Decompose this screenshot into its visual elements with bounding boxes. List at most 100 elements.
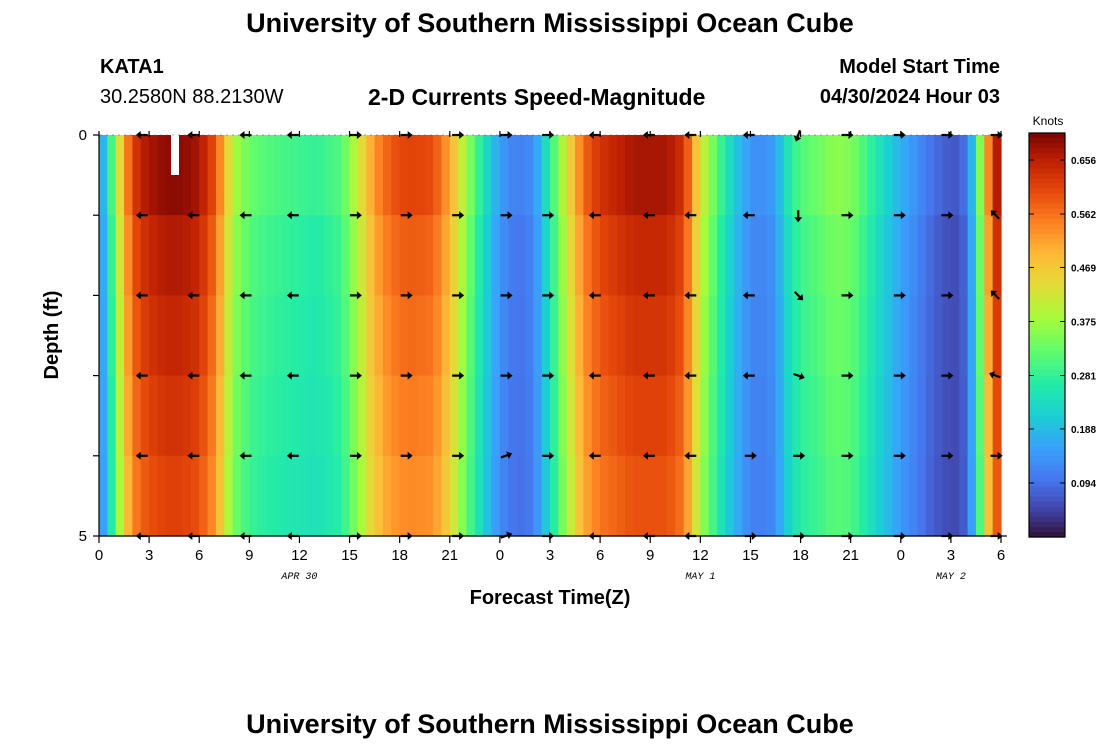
x-tick-label: 21 (842, 547, 859, 564)
heatmap-cell (608, 295, 618, 377)
current-vector-head (900, 211, 906, 220)
current-vector-head (356, 291, 362, 300)
heatmap-cell (884, 375, 894, 457)
heatmap-cell (291, 215, 301, 296)
heatmap-cell (499, 455, 509, 537)
heatmap-cell (833, 375, 843, 457)
colorbar-segment (1029, 223, 1065, 230)
heatmap-cell (107, 135, 117, 216)
heatmap-cell (291, 375, 301, 457)
heatmap-cell (666, 295, 676, 377)
heatmap-cell (817, 375, 827, 457)
heatmap-cell (859, 375, 868, 457)
current-vector (893, 291, 906, 300)
heatmap-cell (750, 375, 760, 457)
heatmap-cell (499, 375, 509, 457)
heatmap-cell (758, 455, 768, 537)
heatmap-cell (758, 375, 768, 457)
heatmap-cell (115, 455, 125, 537)
heatmap-cell (466, 135, 476, 216)
heatmap-cell (583, 135, 593, 216)
heatmap-cell (558, 215, 568, 296)
heatmap-cell (182, 295, 192, 377)
current-vector (742, 211, 755, 220)
heatmap-cell (917, 455, 927, 537)
current-vector-head (286, 131, 292, 139)
current-vector-head (588, 451, 594, 460)
heatmap-cell (925, 375, 935, 457)
current-vector-head (642, 371, 648, 380)
heatmap-cell (458, 215, 468, 296)
heatmap-cell (366, 215, 376, 296)
current-vector-head (684, 131, 690, 139)
heatmap-cell (842, 295, 852, 377)
heatmap-cell (616, 135, 626, 216)
heatmap-cell (182, 135, 192, 216)
model-start-label: Model Start Time (839, 56, 1000, 78)
current-vector (452, 291, 465, 300)
heatmap-cell (332, 375, 342, 457)
heatmap-cell (324, 135, 334, 216)
heatmap-cell (917, 215, 927, 296)
heatmap-cell (625, 215, 635, 296)
heatmap-cell (700, 375, 710, 457)
heatmap-cell (975, 375, 985, 457)
heatmap-cell (174, 135, 184, 216)
heatmap-cell (441, 375, 451, 457)
colorbar-segment (1029, 446, 1065, 452)
heatmap-cell (516, 215, 526, 296)
heatmap-cell (717, 455, 726, 537)
heatmap-cell (174, 295, 184, 377)
heatmap-cell (424, 135, 434, 216)
colorbar-segment (1029, 173, 1065, 180)
heatmap-cell (357, 135, 367, 216)
colorbar-segment (1029, 501, 1065, 508)
heatmap-cell (257, 455, 267, 537)
heatmap-cell (282, 455, 292, 537)
current-vector-head (848, 371, 854, 380)
heatmap-cell (909, 135, 919, 216)
current-vector-head (793, 135, 802, 142)
heatmap-cell (625, 455, 635, 537)
heatmap-cell (850, 215, 860, 296)
current-vector (500, 291, 513, 300)
current-vector-head (948, 451, 954, 460)
heatmap-cell (934, 295, 944, 377)
colorbar-segment (1029, 355, 1065, 361)
heatmap-cell (449, 295, 459, 377)
heatmap-cell (249, 295, 259, 377)
current-vector-head (286, 451, 292, 460)
heatmap-cell (917, 375, 927, 457)
heatmap-cell (449, 215, 459, 296)
current-vector-head (187, 291, 193, 300)
colorbar-frame (1028, 132, 1066, 538)
heatmap-cell (366, 375, 376, 457)
heatmap-cell (257, 215, 267, 296)
heatmap-cell (215, 295, 225, 377)
current-vector-head (135, 451, 141, 460)
x-tick-label: 0 (496, 547, 504, 564)
heatmap-cell (950, 455, 960, 537)
heatmap-cell (466, 375, 476, 457)
heatmap-cell (783, 295, 793, 377)
heatmap-cell (483, 135, 493, 216)
heatmap-cell (909, 375, 919, 457)
heatmap-cell (458, 295, 468, 377)
heatmap-cell (591, 135, 601, 216)
heatmap-cell (474, 295, 484, 377)
heatmap-cell (207, 135, 217, 216)
heatmap-cell (299, 135, 309, 216)
heatmap-cell (99, 375, 108, 457)
colorbar-tick-label: 0.188 (1071, 425, 1096, 436)
current-vector (793, 291, 804, 301)
heatmap-cell (700, 455, 710, 537)
heatmap-cell (307, 135, 317, 216)
heatmap-cell (99, 215, 108, 296)
current-vector (135, 451, 148, 460)
colorbar-segment (1029, 395, 1065, 402)
current-vector-head (848, 211, 854, 220)
heatmap-cell (800, 135, 810, 216)
colorbar-segment (1029, 375, 1065, 382)
heatmap-cell (107, 295, 117, 377)
heatmap-cell (792, 215, 802, 296)
